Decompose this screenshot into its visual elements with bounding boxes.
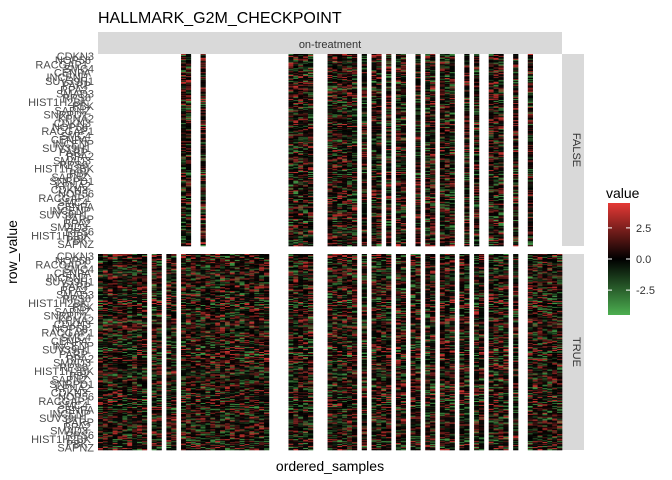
- heatmap-panel-false: [181, 54, 533, 246]
- heatmap-cell: [430, 245, 435, 246]
- heatmap-cell: [201, 245, 206, 246]
- heatmap-cell: [288, 245, 293, 246]
- chart-title: HALLMARK_G2M_CHECKPOINT: [98, 10, 342, 27]
- row-facet-label-true: TRUE: [570, 337, 582, 367]
- heatmap-cell: [293, 245, 298, 246]
- heatmap-cell: [362, 245, 367, 246]
- heatmap-cell: [415, 245, 420, 246]
- heatmap-cell: [372, 245, 377, 246]
- heatmap-cell: [337, 245, 342, 246]
- heatmap-cell: [328, 245, 333, 246]
- heatmap-cell: [308, 245, 313, 246]
- heatmap-cell: [298, 245, 303, 246]
- heatmap-cell: [396, 245, 401, 246]
- heatmap-cell: [186, 245, 191, 246]
- heatmap-cell: [401, 245, 406, 246]
- column-facet-label: on-treatment: [299, 39, 361, 51]
- heatmap-cell: [386, 245, 391, 246]
- heatmap-cell: [342, 245, 347, 246]
- heatmap-cell: [347, 245, 352, 246]
- heatmap-cell: [332, 245, 337, 246]
- heatmap-cell: [181, 245, 186, 246]
- heatmap-cell: [303, 245, 308, 246]
- heatmap-cell: [425, 245, 430, 246]
- heatmap-cell: [440, 245, 445, 246]
- heatmap-cell: [352, 245, 357, 246]
- row-facet-label-false: FALSE: [570, 133, 582, 167]
- heatmap-cell: [376, 245, 381, 246]
